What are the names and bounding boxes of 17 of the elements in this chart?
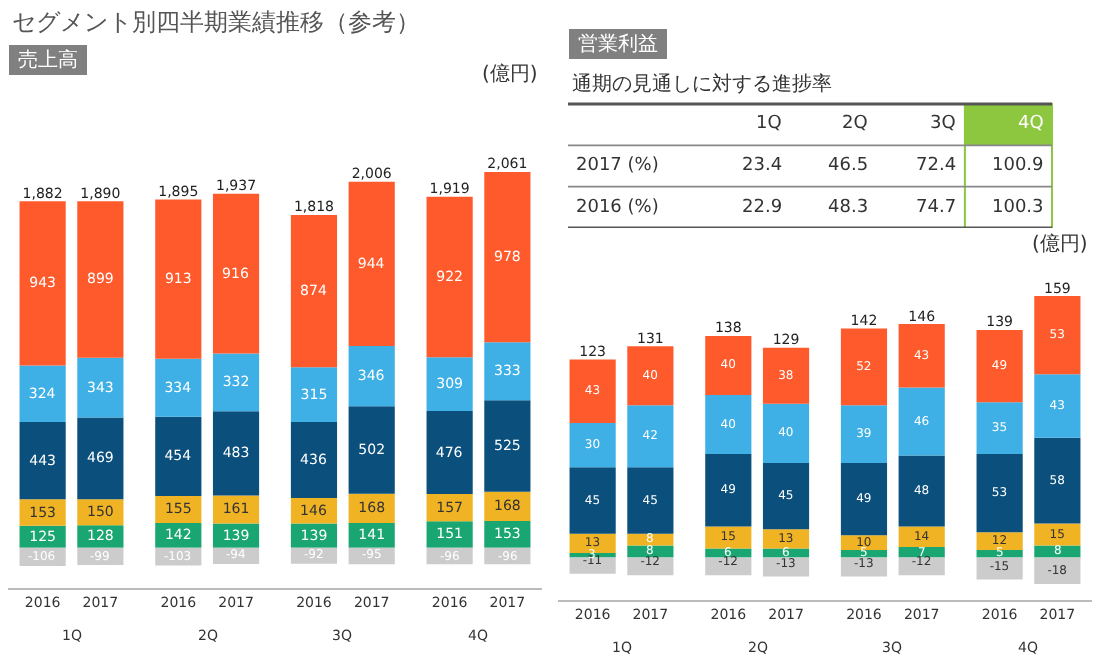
- x-tick-label: 2Q: [842, 114, 868, 134]
- chart-subtitle: 売上高: [12, 48, 85, 72]
- x-tick-label: 1Q: [756, 114, 782, 134]
- chart-title: 営業利益: [572, 32, 665, 56]
- x-tick-label: 3Q: [930, 114, 956, 134]
- y-axis-title: (億円): [482, 62, 538, 86]
- data-label: 22.9: [742, 198, 783, 218]
- data-label: 23.4: [742, 156, 783, 176]
- y-tick-label: 2016 (%): [576, 198, 659, 218]
- y-axis-title: (億円): [1032, 232, 1088, 256]
- data-label: 72.4: [916, 156, 957, 176]
- data-label: 46.5: [828, 156, 869, 176]
- chart-subtitle: 通期の見通しに対する進捗率: [572, 72, 832, 96]
- data-label: 74.7: [916, 198, 957, 218]
- chart-title: セグメント別四半期業績推移（参考）: [12, 8, 420, 36]
- data-label: 48.3: [828, 198, 869, 218]
- y-tick-label: 2017 (%): [576, 156, 659, 176]
